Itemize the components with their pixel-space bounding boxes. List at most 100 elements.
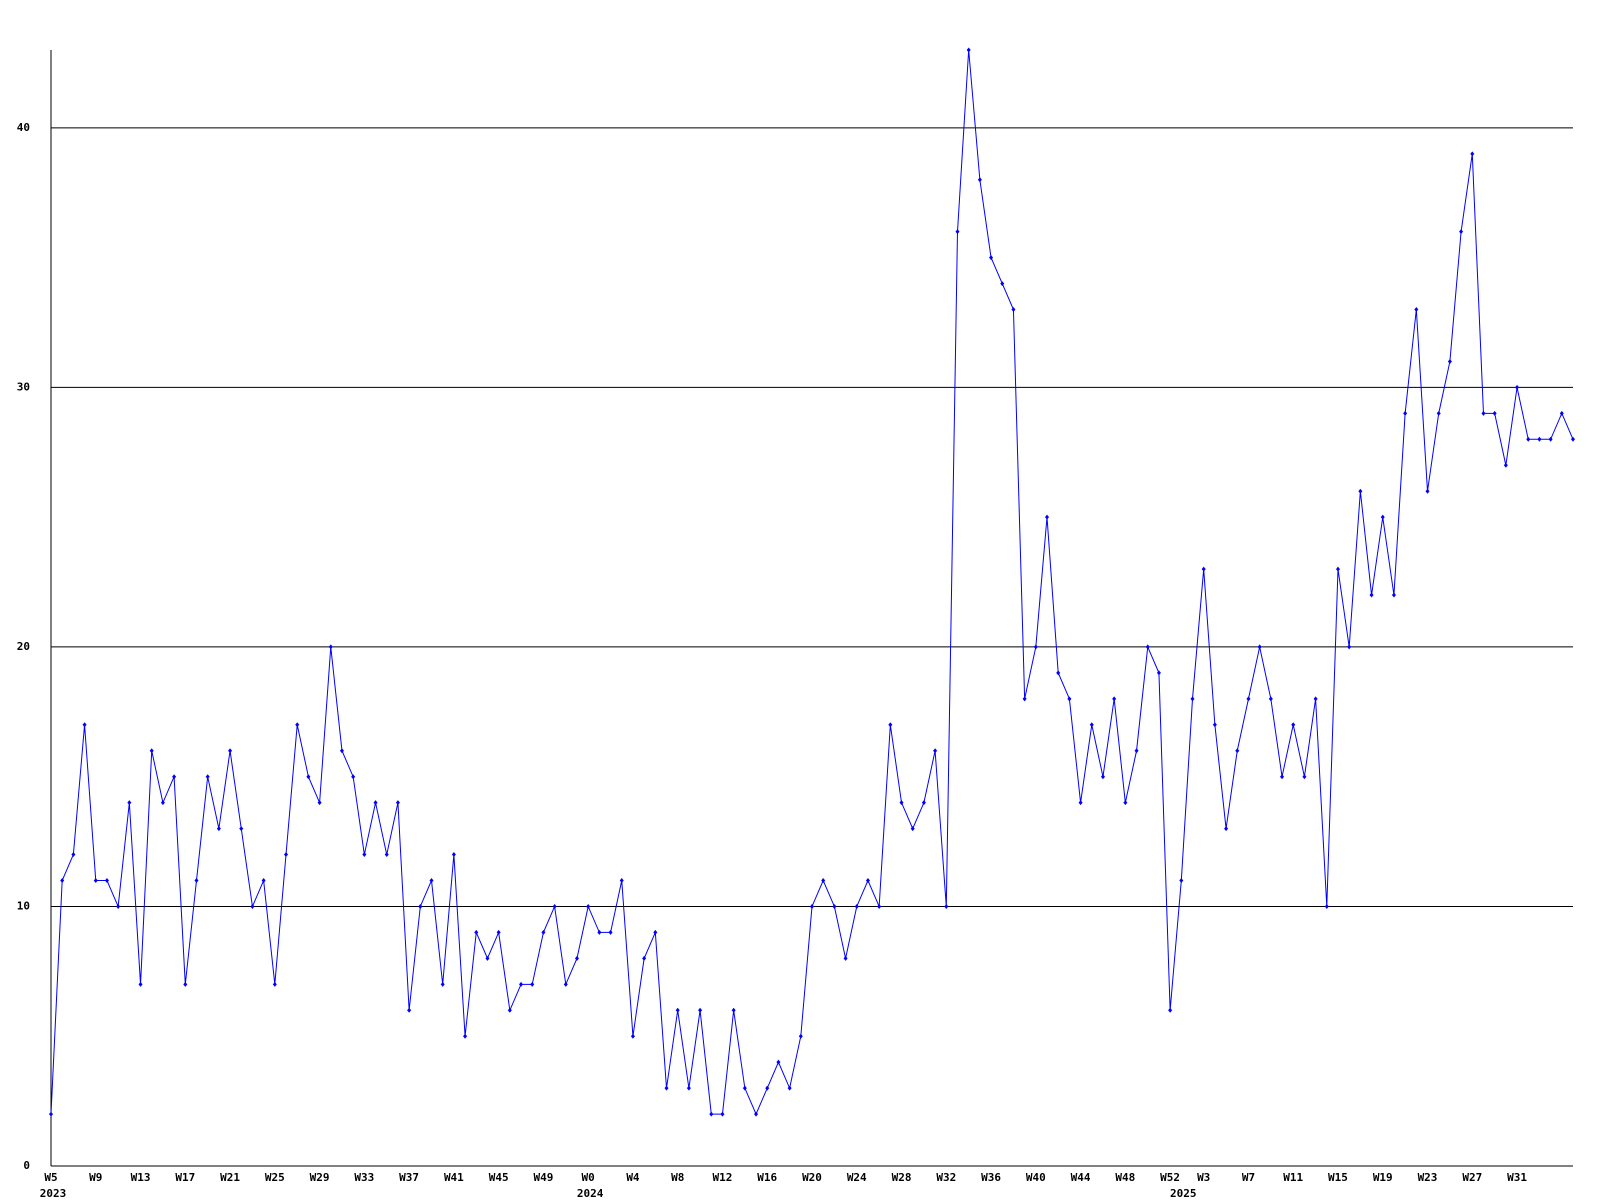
x-tick-label: W29 bbox=[310, 1171, 330, 1184]
data-point bbox=[765, 1085, 770, 1091]
data-point bbox=[574, 955, 579, 961]
data-point bbox=[910, 826, 915, 832]
data-point bbox=[1369, 592, 1374, 598]
x-tick-label: W32 bbox=[936, 1171, 956, 1184]
data-point bbox=[731, 1007, 736, 1013]
data-point bbox=[877, 903, 882, 909]
data-point bbox=[1459, 229, 1464, 235]
data-point bbox=[1548, 436, 1553, 442]
data-point bbox=[1526, 436, 1531, 442]
x-tick-label: W3 bbox=[1197, 1171, 1210, 1184]
data-point bbox=[82, 722, 87, 728]
x-tick-label: W17 bbox=[175, 1171, 195, 1184]
data-point bbox=[1067, 696, 1072, 702]
year-label: 2024 bbox=[577, 1187, 604, 1200]
data-point bbox=[1123, 800, 1128, 806]
data-point bbox=[1268, 696, 1273, 702]
data-point bbox=[608, 929, 613, 935]
data-point bbox=[228, 748, 233, 754]
data-point bbox=[754, 1111, 759, 1117]
data-point bbox=[93, 878, 98, 884]
data-point bbox=[1291, 722, 1296, 728]
data-point bbox=[205, 774, 210, 780]
data-point bbox=[810, 903, 814, 909]
x-tick-label: W5 bbox=[44, 1171, 57, 1184]
data-point bbox=[284, 852, 289, 858]
data-point bbox=[1201, 566, 1206, 572]
x-tick-label: W40 bbox=[1026, 1171, 1046, 1184]
data-point bbox=[384, 852, 389, 858]
x-tick-label: W44 bbox=[1071, 1171, 1091, 1184]
data-point bbox=[407, 1007, 412, 1013]
data-point bbox=[854, 903, 859, 909]
data-point bbox=[429, 878, 434, 884]
data-point bbox=[1022, 696, 1027, 702]
data-point bbox=[1112, 696, 1117, 702]
data-point bbox=[1436, 410, 1441, 416]
data-point bbox=[1414, 307, 1419, 313]
data-point bbox=[742, 1085, 747, 1091]
data-point bbox=[563, 981, 568, 987]
data-point bbox=[1212, 722, 1217, 728]
data-point bbox=[1246, 696, 1251, 702]
data-point bbox=[1257, 644, 1262, 650]
data-point bbox=[116, 903, 121, 909]
data-point bbox=[989, 255, 994, 261]
data-point bbox=[619, 878, 624, 884]
x-tick-label: W25 bbox=[265, 1171, 285, 1184]
data-point bbox=[250, 903, 255, 909]
year-label: 2025 bbox=[1170, 1187, 1197, 1200]
y-tick-label: 30 bbox=[17, 380, 30, 393]
data-point bbox=[776, 1059, 781, 1065]
data-point bbox=[160, 800, 165, 806]
data-point bbox=[899, 800, 904, 806]
data-point bbox=[944, 903, 949, 909]
data-point bbox=[921, 800, 926, 806]
data-point bbox=[966, 47, 971, 53]
y-tick-label: 40 bbox=[17, 121, 30, 134]
data-point bbox=[1515, 384, 1520, 390]
data-point bbox=[541, 929, 546, 935]
x-tick-label: W49 bbox=[533, 1171, 553, 1184]
x-tick-label: W11 bbox=[1283, 1171, 1303, 1184]
data-point bbox=[530, 981, 535, 987]
y-tick-label: 10 bbox=[17, 899, 30, 912]
data-point bbox=[642, 955, 647, 961]
data-point bbox=[955, 229, 960, 235]
data-point bbox=[1280, 774, 1285, 780]
data-point bbox=[519, 981, 524, 987]
data-point bbox=[1100, 774, 1105, 780]
x-tick-label: W4 bbox=[626, 1171, 640, 1184]
data-point bbox=[675, 1007, 680, 1013]
x-tick-label: W21 bbox=[220, 1171, 240, 1184]
data-point bbox=[1224, 826, 1229, 832]
data-point bbox=[1078, 800, 1083, 806]
data-point bbox=[418, 903, 423, 909]
data-point bbox=[1447, 358, 1452, 364]
data-point bbox=[1571, 436, 1575, 442]
data-point bbox=[339, 748, 344, 754]
data-point bbox=[272, 981, 277, 987]
data-point bbox=[821, 878, 826, 884]
data-point bbox=[597, 929, 602, 935]
data-point bbox=[843, 955, 848, 961]
data-point bbox=[1324, 903, 1329, 909]
data-point bbox=[1537, 436, 1542, 442]
data-point bbox=[216, 826, 221, 832]
data-point bbox=[1358, 488, 1363, 494]
data-point bbox=[496, 929, 501, 935]
data-point bbox=[1559, 410, 1564, 416]
x-tick-label: W48 bbox=[1115, 1171, 1135, 1184]
data-point bbox=[865, 878, 870, 884]
data-point bbox=[1313, 696, 1318, 702]
data-point bbox=[149, 748, 154, 754]
data-point bbox=[787, 1085, 792, 1091]
data-point bbox=[440, 981, 445, 987]
data-point bbox=[720, 1111, 725, 1117]
x-tick-label: W31 bbox=[1507, 1171, 1527, 1184]
x-tick-label: W20 bbox=[802, 1171, 822, 1184]
data-point bbox=[317, 800, 322, 806]
data-point bbox=[463, 1033, 468, 1039]
y-tick-label: 0 bbox=[23, 1159, 30, 1172]
